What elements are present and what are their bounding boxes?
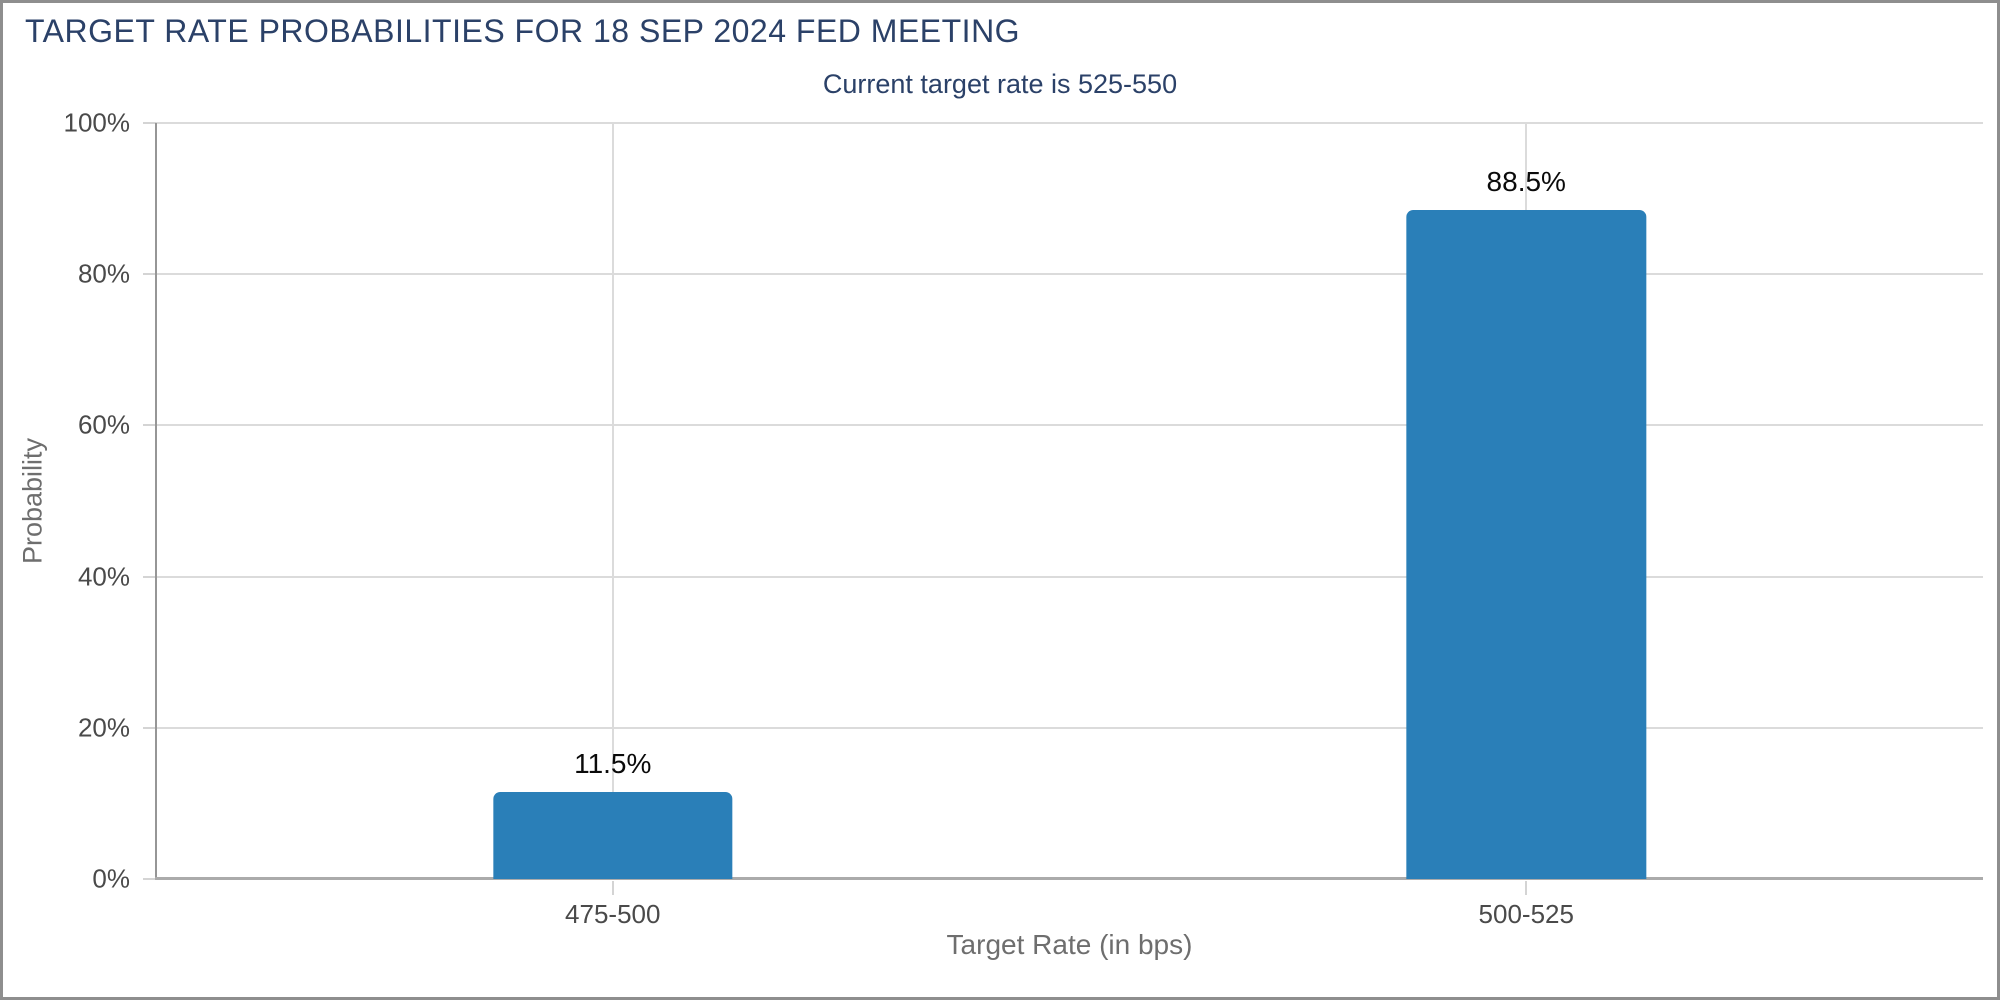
y-gridline — [156, 575, 1983, 578]
x-tick-mark — [1525, 881, 1528, 895]
x-tick-label: 475-500 — [565, 899, 661, 929]
bar-value-label: 11.5% — [574, 748, 652, 780]
x-axis-line — [155, 877, 1983, 880]
plot-area: 11.5% 88.5% — [143, 122, 1983, 895]
y-tick-label: 20% — [77, 712, 130, 743]
y-axis-line — [155, 123, 157, 879]
chart-title: TARGET RATE PROBABILITIES FOR 18 SEP 202… — [25, 13, 1021, 49]
bar-475-500[interactable] — [493, 792, 733, 879]
x-tick-mark — [611, 881, 614, 895]
x-gridline — [611, 123, 614, 879]
x-axis-title: Target Rate (in bps) — [946, 929, 1193, 960]
bar-value-label: 88.5% — [1486, 165, 1566, 197]
y-tick-mark — [143, 878, 156, 880]
y-tick-mark — [143, 726, 156, 729]
bar-500-525[interactable] — [1406, 209, 1646, 879]
y-tick-mark — [143, 122, 156, 124]
chart-subtitle: Current target rate is 525-550 — [822, 69, 1178, 99]
y-tick-label: 0% — [92, 863, 130, 894]
y-tick-label: 40% — [77, 561, 130, 592]
y-gridline — [156, 424, 1983, 427]
y-gridline — [156, 122, 1983, 124]
y-tick-mark — [143, 575, 156, 578]
y-tick-mark — [143, 273, 156, 276]
y-gridline — [156, 273, 1983, 276]
y-axis-tick-labels: 0% 20% 40% 60% 80% 100% — [3, 108, 143, 894]
y-gridline — [156, 726, 1983, 729]
y-tick-mark — [143, 424, 156, 427]
y-tick-label: 60% — [77, 409, 130, 440]
y-tick-label: 100% — [63, 107, 131, 138]
x-axis-tick-labels: 475-500 500-525 — [156, 879, 1983, 929]
x-tick-label: 500-525 — [1478, 899, 1574, 929]
y-tick-label: 80% — [77, 258, 130, 289]
